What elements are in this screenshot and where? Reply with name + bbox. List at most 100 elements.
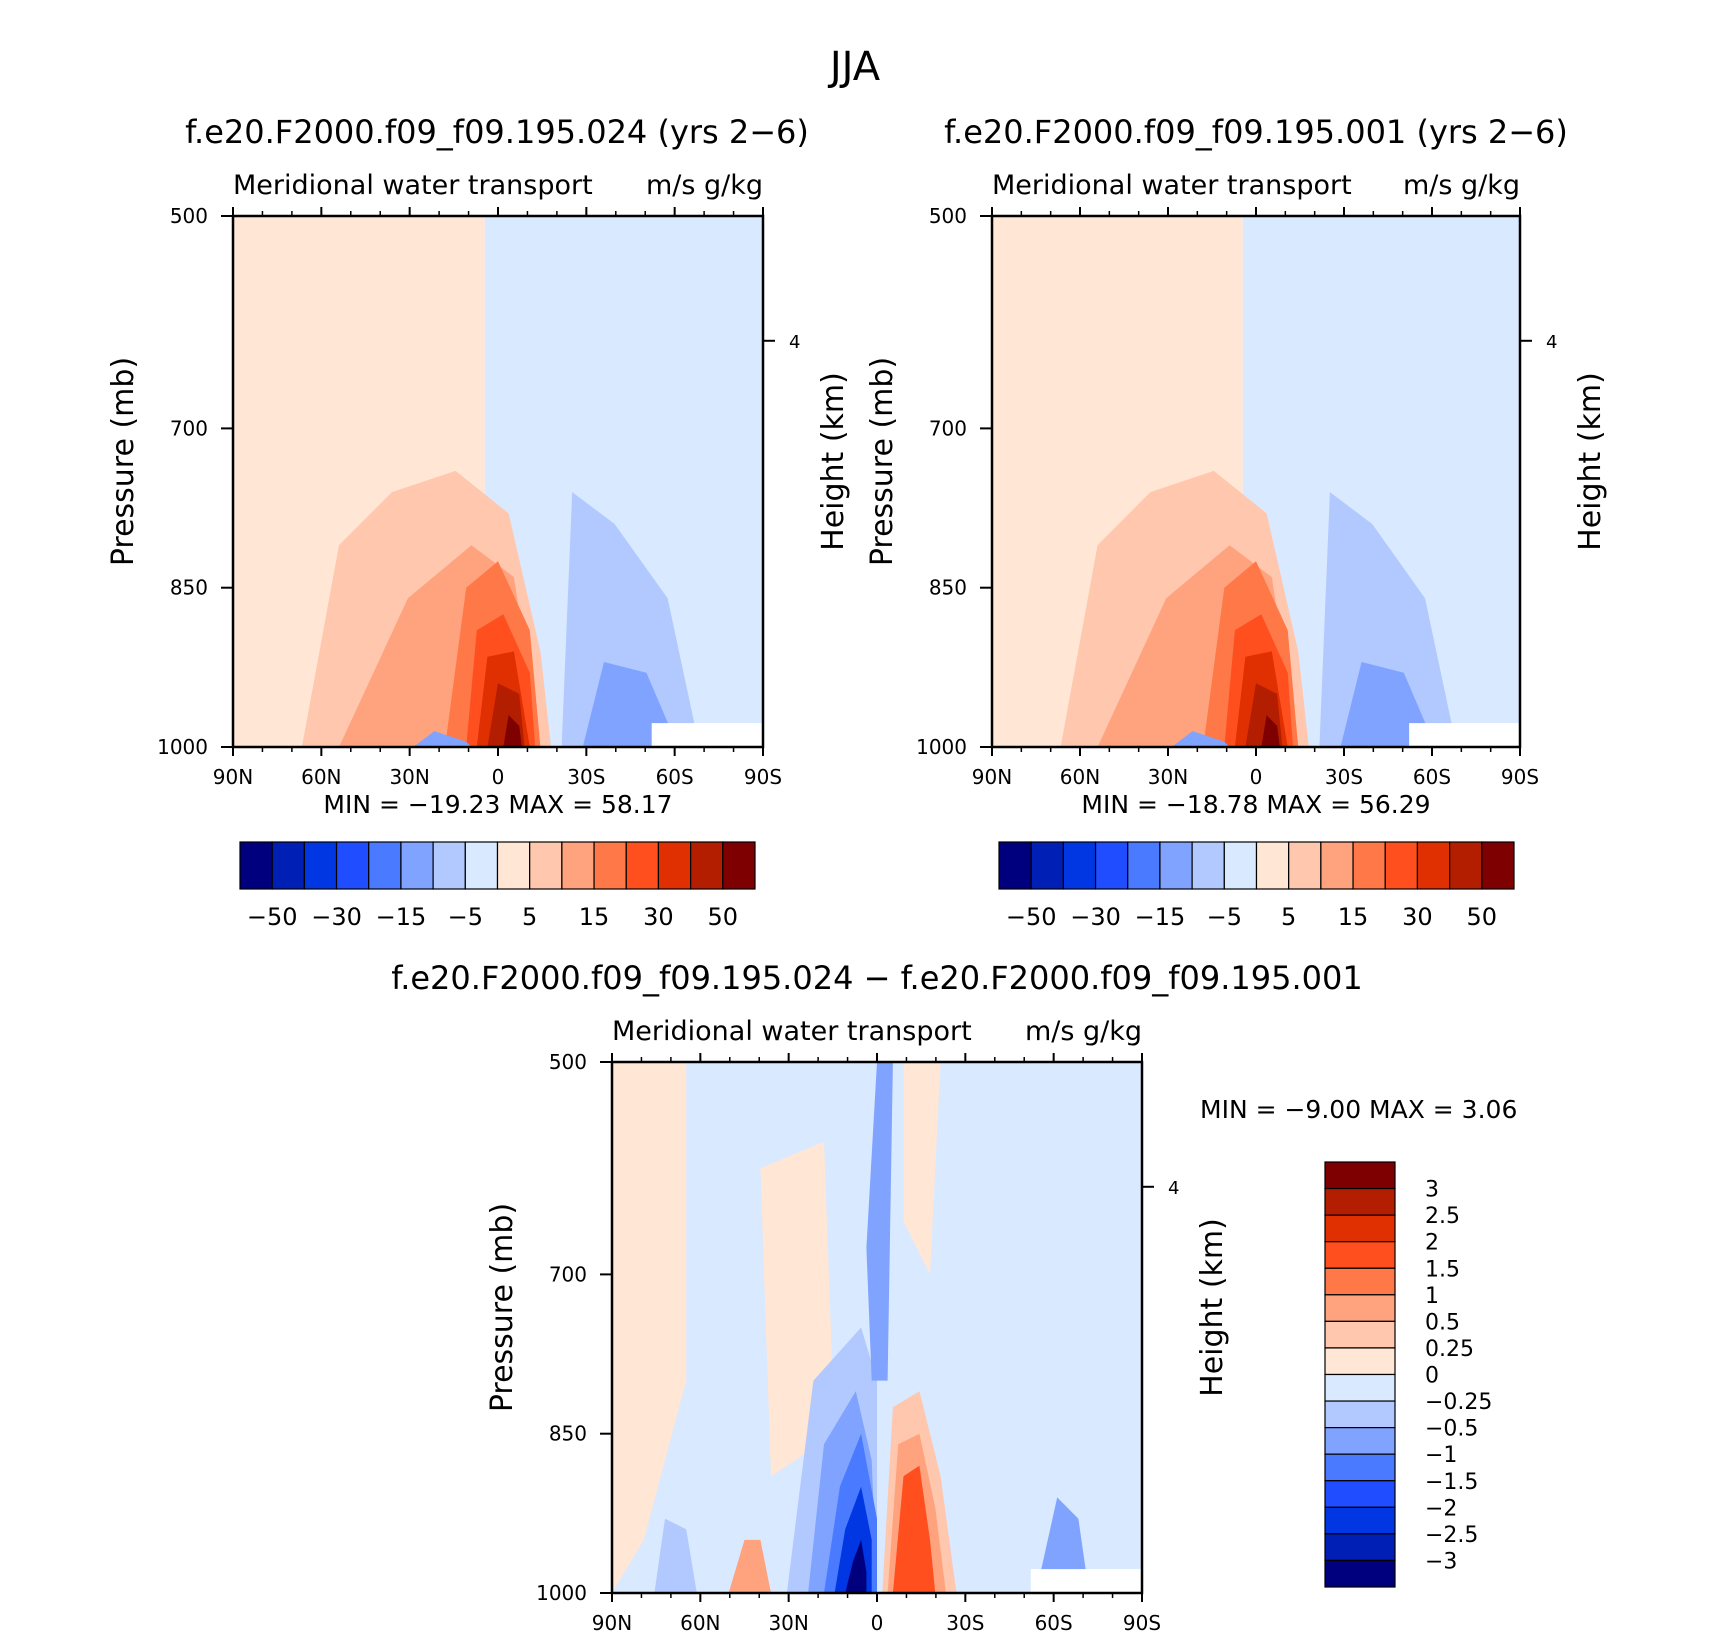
subtitle-right: m/s g/kg (1403, 170, 1520, 201)
x-tick-label: 30S (567, 765, 605, 789)
colorbar-label: 1.5 (1425, 1257, 1460, 1282)
colorbar-box (1255, 841, 1290, 890)
right-axis-label: Height (km) (816, 372, 851, 551)
colorbar-box (593, 841, 627, 890)
colorbar-box (1191, 841, 1225, 890)
colorbar-box (1384, 841, 1419, 890)
colorbar: −50 −30 −15 −5 5 15 30 50 (998, 841, 1515, 931)
contour-region (413, 731, 472, 747)
colorbar-label: −3 (1425, 1549, 1457, 1574)
colorbar: −50 −30 −15 −5 5 15 30 50 (239, 841, 756, 931)
panel-3: f.e20.F2000.f09_f09.195.024 − f.e20.F200… (391, 959, 1517, 1635)
colorbar-box (1324, 1453, 1396, 1482)
colorbar-box (1094, 841, 1129, 890)
colorbar-label: 0.5 (1425, 1310, 1460, 1335)
contour-region (561, 492, 700, 747)
colorbar-box (1030, 841, 1064, 890)
x-tick-label: 60N (1060, 765, 1100, 789)
colorbar-box (400, 841, 434, 890)
x-tick-label: 60N (680, 1611, 720, 1635)
colorbar-box (271, 841, 305, 890)
y-tick-label: 850 (549, 1422, 587, 1446)
y-tick-label: 700 (549, 1262, 587, 1286)
colorbar-label: −1.5 (1425, 1470, 1478, 1495)
subtitle-right: m/s g/kg (1025, 1016, 1142, 1047)
colorbar-box (625, 841, 660, 890)
y-tick-label: 850 (170, 576, 208, 600)
y-tick-label: 1000 (916, 735, 967, 759)
contour-region (892, 1465, 936, 1593)
panel-title: f.e20.F2000.f09_f09.195.001 (yrs 2−6) (944, 113, 1568, 151)
contour-region (845, 1539, 867, 1593)
colorbar: 32.521.510.50.250−0.25−0.5−1−1.5−2−2.5−3 (1324, 1161, 1492, 1588)
contour-region (1261, 715, 1280, 747)
colorbar-box (239, 841, 273, 890)
contour-region (728, 1539, 771, 1593)
colorbar-label: 3 (1425, 1178, 1439, 1203)
colorbar-box (657, 841, 692, 890)
colorbar-label: −0.5 (1425, 1417, 1478, 1442)
subtitle-left: Meridional water transport (612, 1016, 972, 1047)
contour-region (866, 1062, 893, 1381)
colorbar-box (1324, 1559, 1396, 1588)
x-tick-label: 30S (946, 1611, 984, 1635)
plot-area (992, 216, 1520, 747)
contour-region (484, 216, 763, 747)
colorbar-box (1288, 841, 1322, 890)
colorbar-label: −2.5 (1425, 1523, 1478, 1548)
colorbar-box (1127, 841, 1161, 890)
x-tick-label: 90S (744, 765, 782, 789)
min-max-stats: MIN = −18.78 MAX = 56.29 (1081, 790, 1430, 819)
x-tick-label: 90S (1501, 765, 1539, 789)
y-tick-label: 850 (929, 576, 967, 600)
colorbar-label: 2 (1425, 1231, 1439, 1256)
x-tick-label: 30N (768, 1611, 808, 1635)
panel-1: f.e20.F2000.f09_f09.195.024 (yrs 2−6) Mer… (106, 113, 851, 931)
plot-area (612, 1062, 1142, 1593)
x-tick-label: 60S (1413, 765, 1451, 789)
colorbar-box (1324, 1506, 1396, 1535)
x-tick-label: 90S (1123, 1611, 1161, 1635)
y-axis-label: Pressure (mb) (485, 1203, 520, 1412)
x-tick-label: 30N (389, 765, 429, 789)
panel-title: f.e20.F2000.f09_f09.195.024 − f.e20.F200… (391, 959, 1363, 997)
masked-region (1409, 723, 1520, 747)
contour-region (1319, 492, 1457, 747)
right-axis-label: Height (km) (1195, 1218, 1230, 1397)
contour-region (612, 1062, 687, 1593)
colorbar-label: 5 (522, 903, 537, 931)
x-tick-label: 0 (492, 765, 505, 789)
colorbar-box (1324, 1373, 1396, 1402)
y-tick-label: 1000 (157, 735, 208, 759)
colorbar-label: −50 (1006, 903, 1057, 931)
colorbar-box (1324, 1533, 1396, 1562)
min-max-stats: MIN = −19.23 MAX = 58.17 (323, 790, 672, 819)
colorbar-label: 50 (1467, 903, 1498, 931)
right-tick-label: 4 (1546, 332, 1557, 353)
colorbar-label: −30 (311, 903, 362, 931)
x-tick-label: 60S (1035, 1611, 1073, 1635)
x-tick-label: 0 (1250, 765, 1263, 789)
subtitle-left: Meridional water transport (992, 170, 1352, 201)
x-tick-label: 60N (301, 765, 341, 789)
colorbar-box (303, 841, 338, 890)
colorbar-label: −15 (376, 903, 427, 931)
min-max-stats: MIN = −9.00 MAX = 3.06 (1200, 1095, 1517, 1124)
right-tick-label: 4 (1168, 1178, 1179, 1199)
colorbar-box (722, 841, 756, 890)
colorbar-box (1324, 1214, 1396, 1243)
y-tick-label: 500 (170, 204, 208, 228)
x-tick-label: 90N (972, 765, 1012, 789)
colorbar-label: 2.5 (1425, 1204, 1460, 1229)
colorbar-label: −0.25 (1425, 1390, 1492, 1415)
colorbar-box (1449, 841, 1483, 890)
contour-region (1242, 216, 1520, 747)
colorbar-box (1324, 1400, 1396, 1429)
colorbar-box (496, 841, 531, 890)
x-tick-label: 30N (1148, 765, 1188, 789)
colorbar-box (1324, 1347, 1396, 1376)
colorbar-box (998, 841, 1032, 890)
x-tick-label: 0 (871, 1611, 884, 1635)
y-tick-label: 500 (549, 1050, 587, 1074)
